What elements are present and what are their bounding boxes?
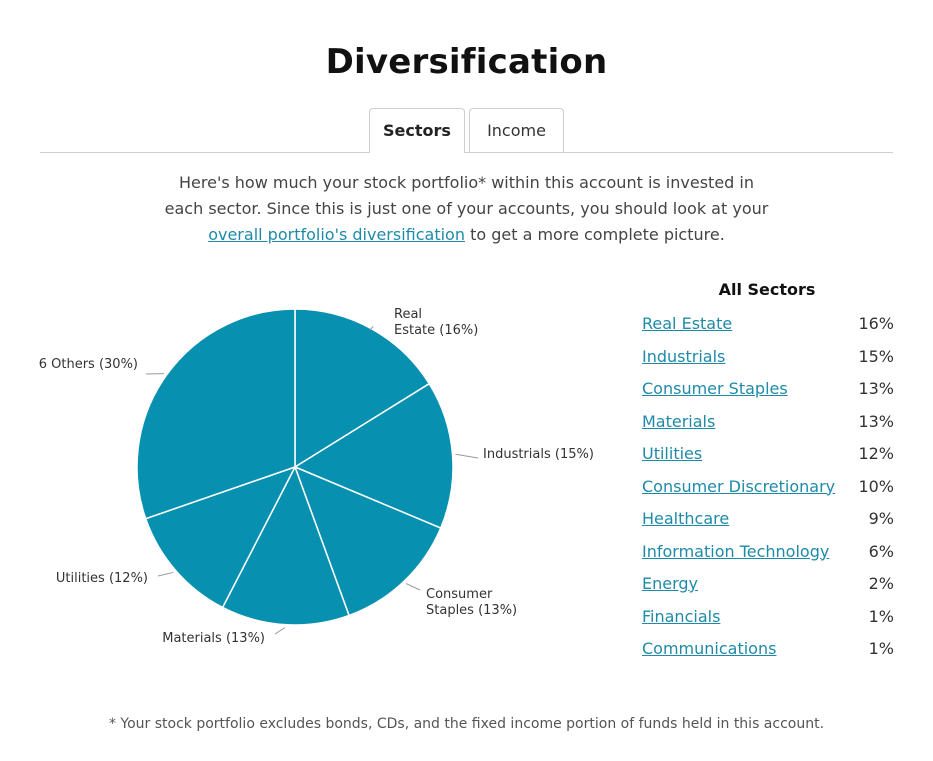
footnote: * Your stock portfolio excludes bonds, C… bbox=[108, 716, 825, 732]
page-title: Diversification bbox=[325, 42, 608, 82]
sector-link[interactable]: Industrials bbox=[642, 346, 726, 366]
pie-leader-line bbox=[274, 627, 286, 635]
pie-slice-label: Consumer Staples (13%) bbox=[426, 587, 517, 618]
table-row: Information Technology 6% bbox=[642, 539, 894, 572]
sector-percent: 9% bbox=[868, 509, 894, 528]
sector-percent: 12% bbox=[858, 444, 894, 463]
sector-percent: 16% bbox=[858, 314, 894, 333]
sector-link[interactable]: Information Technology bbox=[642, 541, 830, 561]
pie-slice-label: Materials (13%) bbox=[162, 631, 265, 646]
pie-leader-line bbox=[405, 583, 421, 591]
sector-percent: 1% bbox=[868, 639, 894, 658]
table-row: Utilities 12% bbox=[642, 441, 894, 474]
sector-percent: 13% bbox=[858, 411, 894, 431]
table-row: Communications 1% bbox=[642, 636, 894, 669]
tab-bar: Sectors Income bbox=[0, 108, 933, 153]
intro-text: Here's how much your stock portfolio* wi… bbox=[160, 170, 773, 248]
sector-percent: 6% bbox=[868, 541, 894, 561]
pie-slice[interactable] bbox=[293, 382, 454, 530]
pie-slice[interactable] bbox=[293, 465, 442, 617]
intro-text-end: to get a more complete picture. bbox=[464, 225, 725, 244]
pie-slice-label: 6 Others (30%) bbox=[39, 357, 138, 372]
sector-link[interactable]: Consumer Staples bbox=[642, 379, 788, 398]
pie-leader-line bbox=[369, 325, 374, 331]
sector-percent: 13% bbox=[858, 379, 894, 398]
sector-percent: 1% bbox=[868, 606, 894, 626]
sector-percent: 15% bbox=[858, 346, 894, 366]
pie-slice[interactable] bbox=[294, 308, 431, 469]
pie-slice[interactable] bbox=[144, 465, 297, 609]
tab-sectors[interactable]: Sectors bbox=[369, 108, 465, 153]
intro-text-start: Here's how much your stock portfolio* wi… bbox=[164, 173, 769, 218]
pie-slice[interactable] bbox=[136, 308, 296, 520]
tab-income[interactable]: Income bbox=[469, 108, 564, 152]
sector-link[interactable]: Materials bbox=[642, 411, 716, 431]
sector-link[interactable]: Energy bbox=[642, 574, 699, 593]
sector-pie-chart: Real Estate (16%) Industrials (15%) Consume… bbox=[39, 307, 594, 646]
table-row: Consumer Staples 13% bbox=[642, 376, 894, 409]
sector-link[interactable]: Consumer Discretionary bbox=[642, 476, 836, 496]
table-row: Financials 1% bbox=[642, 604, 894, 637]
tab-divider bbox=[40, 152, 893, 153]
table-row: Energy 2% bbox=[642, 571, 894, 604]
table-row: Industrials 15% bbox=[642, 344, 894, 377]
pie-leader-line bbox=[455, 453, 479, 459]
pie-slice-label: Real Estate (16%) bbox=[394, 307, 478, 338]
pie-slice[interactable] bbox=[221, 465, 351, 626]
sector-percent: 10% bbox=[858, 476, 894, 496]
sector-percent: 2% bbox=[868, 574, 894, 593]
table-row: Healthcare 9% bbox=[642, 506, 894, 539]
table-row: Consumer Discretionary 10% bbox=[642, 474, 894, 507]
sector-link[interactable]: Healthcare bbox=[642, 509, 730, 528]
table-row: Materials 13% bbox=[642, 409, 894, 442]
table-row: Real Estate 16% bbox=[642, 311, 894, 344]
sector-link[interactable]: Financials bbox=[642, 606, 721, 626]
all-sectors-title: All Sectors bbox=[718, 280, 816, 299]
pie-slice-label: Industrials (15%) bbox=[483, 447, 594, 462]
sector-table: Real Estate 16% Industrials 15% Consumer Sta… bbox=[642, 311, 894, 669]
pie-slice-label: Utilities (12%) bbox=[56, 571, 148, 586]
pie-leader-line bbox=[157, 571, 174, 577]
overall-portfolio-link[interactable]: overall portfolio's diversification bbox=[208, 225, 465, 244]
sector-link[interactable]: Real Estate bbox=[642, 314, 733, 333]
sector-link[interactable]: Utilities bbox=[642, 444, 703, 463]
sector-link[interactable]: Communications bbox=[642, 639, 777, 658]
